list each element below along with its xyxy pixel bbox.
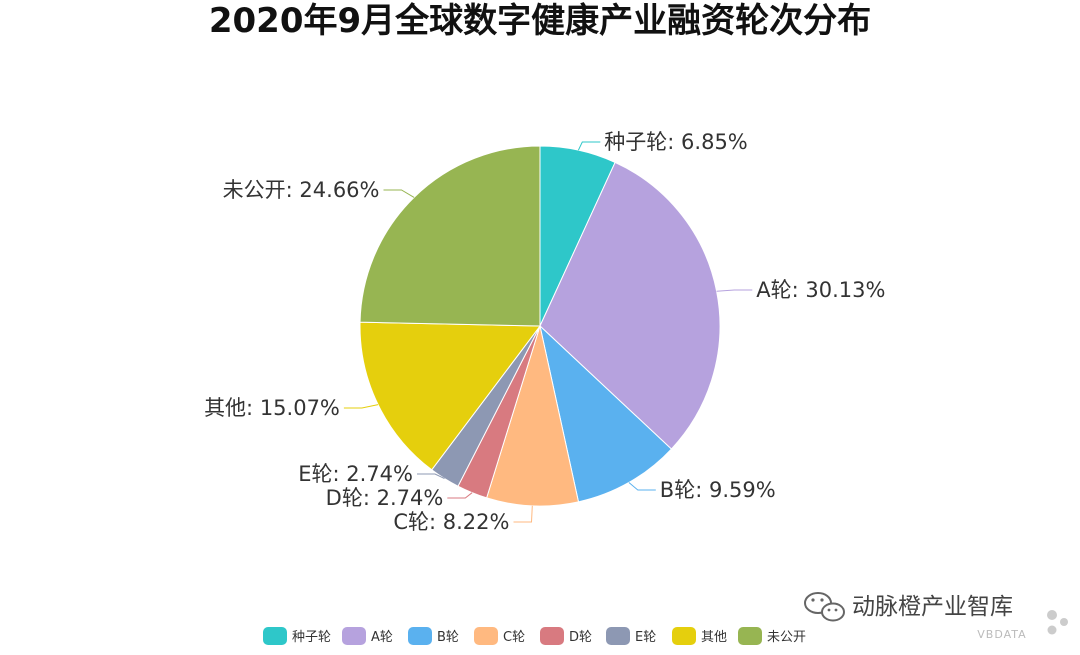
legend-swatch-3 — [474, 627, 498, 645]
leader-line-0 — [577, 141, 601, 151]
legend-item-4[interactable]: D轮 — [540, 627, 592, 645]
slice-labels: 种子轮: 6.85% A轮: 30.13% B轮: 9.59% C轮: 8.22%D轮… — [204, 130, 885, 534]
slice-label-4: D轮: 2.74% — [326, 486, 444, 510]
legend-label-4: D轮 — [569, 630, 592, 645]
wechat-icon — [804, 592, 845, 622]
legend: 种子轮 A轮 B轮 C轮 D轮 E轮 其他 未公开 — [263, 627, 806, 645]
slice-label-1: A轮: 30.13% — [756, 278, 885, 302]
legend-swatch-2 — [408, 627, 432, 645]
watermark-text: 动脉橙产业智库 — [852, 594, 1013, 620]
legend-label-6: 其他 — [701, 630, 727, 645]
legend-label-7: 未公开 — [767, 630, 806, 645]
legend-swatch-1 — [342, 627, 366, 645]
chart-title: 2020年9月全球数字健康产业融资轮次分布 — [209, 1, 871, 41]
legend-item-6[interactable]: 其他 — [672, 627, 727, 645]
slice-label-2: B轮: 9.59% — [660, 478, 776, 502]
slice-label-6: 其他: 15.07% — [204, 396, 340, 420]
legend-item-3[interactable]: C轮 — [474, 627, 525, 645]
legend-swatch-7 — [738, 627, 762, 645]
leader-line-2 — [628, 482, 656, 491]
legend-item-1[interactable]: A轮 — [342, 627, 393, 645]
legend-swatch-5 — [606, 627, 630, 645]
label-leader-lines — [343, 141, 753, 523]
leader-line-3 — [513, 505, 533, 523]
leader-line-1 — [716, 289, 753, 292]
legend-swatch-6 — [672, 627, 696, 645]
pie-slice-1 — [539, 161, 721, 450]
pie-slice-7 — [359, 145, 541, 327]
legend-label-2: B轮 — [437, 630, 459, 645]
legend-item-0[interactable]: 种子轮 — [263, 627, 331, 645]
legend-item-5[interactable]: E轮 — [606, 627, 656, 645]
pie-slices — [359, 145, 721, 507]
leader-line-7 — [383, 189, 415, 198]
leader-line-4 — [447, 492, 473, 499]
leader-line-5 — [417, 473, 445, 480]
slice-label-3: C轮: 8.22% — [393, 510, 509, 534]
legend-label-0: 种子轮 — [292, 630, 331, 645]
legend-item-2[interactable]: B轮 — [408, 627, 459, 645]
legend-swatch-0 — [263, 627, 287, 645]
legend-swatch-4 — [540, 627, 564, 645]
slice-label-0: 种子轮: 6.85% — [604, 130, 747, 154]
slice-label-5: E轮: 2.74% — [298, 462, 413, 486]
watermark-logo-icon — [1047, 610, 1068, 635]
pie-slice-3 — [486, 324, 580, 507]
legend-label-5: E轮 — [635, 630, 656, 645]
slice-label-7: 未公开: 24.66% — [223, 178, 380, 202]
legend-label-3: C轮 — [503, 630, 525, 645]
leader-line-6 — [343, 404, 379, 409]
legend-item-7[interactable]: 未公开 — [738, 627, 806, 645]
legend-label-1: A轮 — [371, 630, 393, 645]
watermark: 动脉橙产业智库 VBDATA — [804, 592, 1068, 641]
watermark-sub: VBDATA — [977, 628, 1026, 641]
